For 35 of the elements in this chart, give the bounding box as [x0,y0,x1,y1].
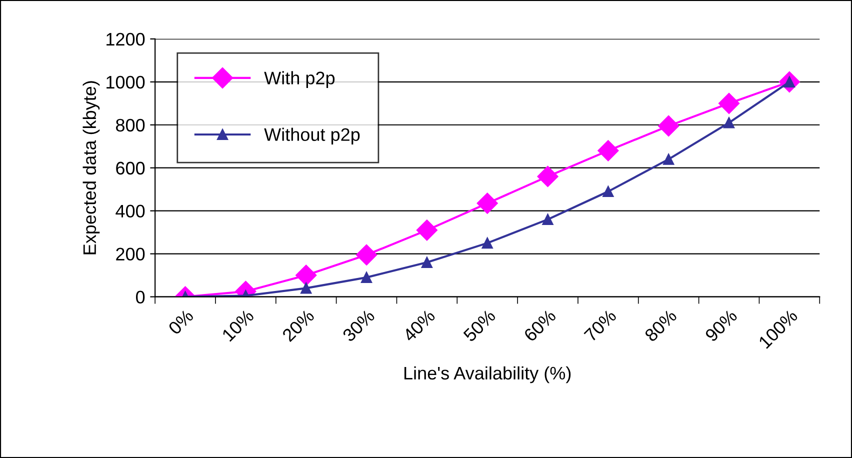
point [482,238,493,249]
point [421,256,432,268]
y-tick-label: 200 [116,248,145,261]
legend-label: With p2p [264,71,335,88]
x-tick-label: 70% [584,308,618,342]
point [356,244,378,266]
y-tick-label: 1200 [106,32,145,46]
point [718,92,740,114]
point [658,115,680,136]
x-tick-label: 80% [644,308,678,342]
point [296,264,317,286]
x-axis-title: Line's Availability (%) [404,366,571,384]
y-tick-label: 600 [116,162,145,175]
point [663,154,674,165]
x-tick-label: 30% [342,308,376,342]
x-tick-label: 90% [704,308,738,342]
point [360,272,372,283]
y-tick-label: 800 [116,118,145,132]
y-axis-title: Expected data (kbyte) [82,81,100,254]
point [476,192,498,214]
x-tick-label: 60% [523,308,557,342]
legend-label: Without p2p [264,128,360,145]
x-tick-label: 50% [462,308,496,342]
point [537,166,558,187]
point [542,214,554,225]
point [602,186,614,198]
x-tick-label: 0% [168,308,194,336]
point [416,220,438,241]
point [598,140,619,162]
point [723,117,735,128]
y-tick-label: 400 [116,204,145,218]
y-tick-label: 1000 [106,76,145,89]
y-tick-label: 0 [136,290,145,304]
point [300,282,312,294]
x-tick-label: 40% [402,308,436,343]
